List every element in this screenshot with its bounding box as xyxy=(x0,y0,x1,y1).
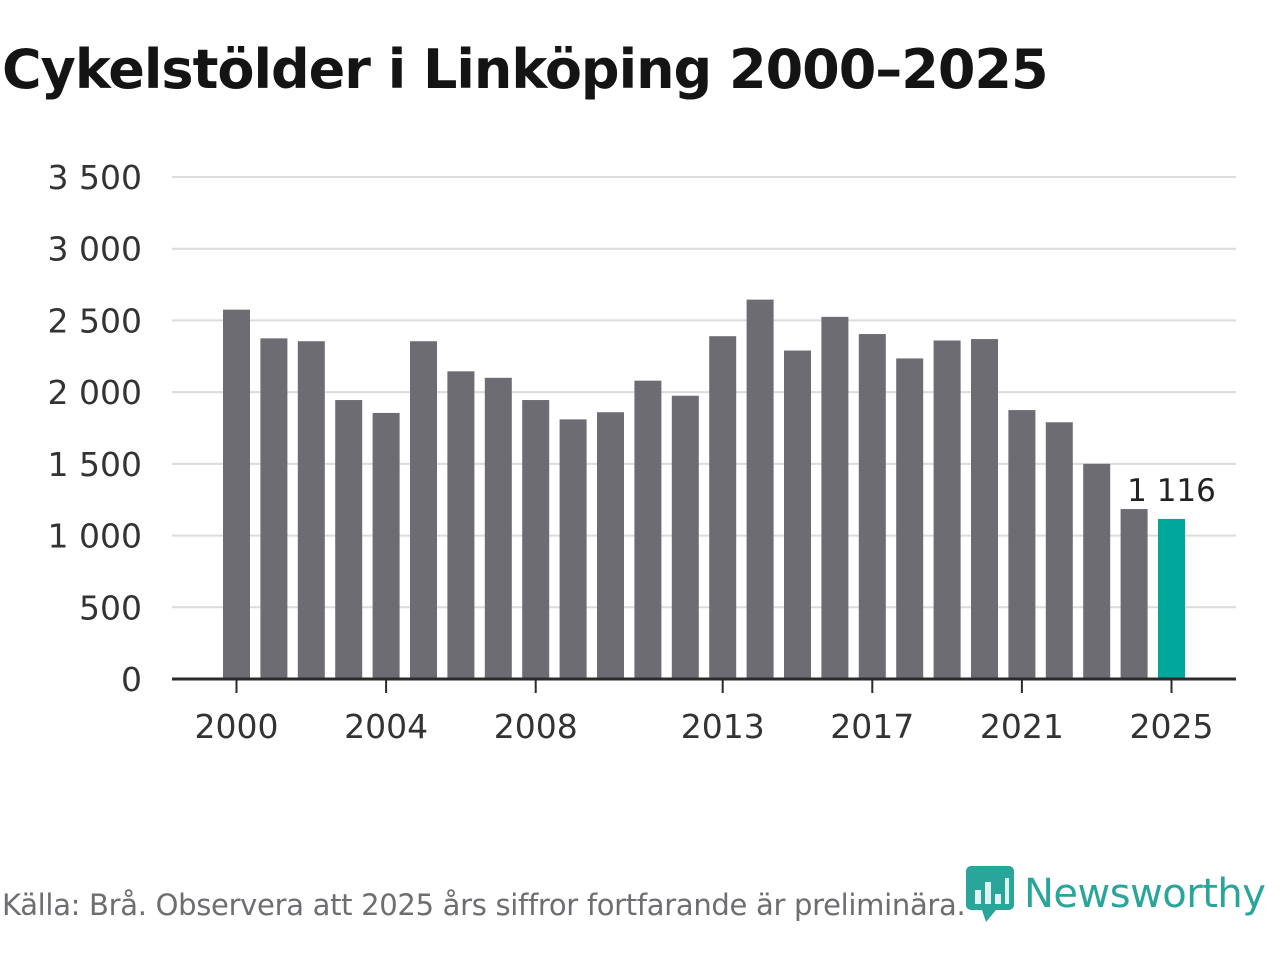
bar xyxy=(1045,422,1073,679)
bar-chart: 0 500 1 000 1 500 2 000 2 500 3 000 3 500 2000 20… xyxy=(48,158,1236,746)
bar xyxy=(858,334,886,679)
highlight-data-label: 1 116 xyxy=(1127,473,1216,509)
bar xyxy=(1083,463,1111,679)
bar xyxy=(971,339,998,679)
bar xyxy=(260,338,288,679)
bar xyxy=(522,400,550,679)
bar xyxy=(335,400,363,679)
bar xyxy=(933,340,961,679)
y-tick-label: 3 000 xyxy=(48,230,142,269)
brand-name: Newsworthy xyxy=(1024,871,1266,917)
x-tick-label: 2004 xyxy=(344,707,428,746)
bar xyxy=(410,341,437,679)
x-tick-label: 2000 xyxy=(195,707,279,746)
brand-logo: Newsworthy xyxy=(966,864,1266,924)
newsworthy-logo-icon xyxy=(966,866,1014,922)
y-tick-label: 1 000 xyxy=(48,517,142,556)
x-tick-label: 2008 xyxy=(494,707,578,746)
y-tick-label: 2 000 xyxy=(48,373,142,412)
bar xyxy=(559,419,587,679)
chart-title: Cykelstölder i Linköping 2000–2025 xyxy=(2,38,1049,101)
bar xyxy=(634,380,662,679)
highlight-bar xyxy=(1158,518,1185,679)
bar xyxy=(447,371,475,679)
bar xyxy=(484,377,512,679)
y-tick-label: 0 xyxy=(121,660,142,699)
bar xyxy=(746,299,774,679)
bar xyxy=(297,341,325,679)
source-note: Källa: Brå. Observera att 2025 års siffr… xyxy=(2,888,966,922)
x-tick-label: 2021 xyxy=(980,707,1064,746)
bar xyxy=(821,316,849,679)
x-tick-label: 2013 xyxy=(681,707,765,746)
bar xyxy=(896,358,924,679)
y-tick-label: 1 500 xyxy=(48,445,142,484)
bar xyxy=(1120,509,1148,679)
y-tick-label: 500 xyxy=(79,588,142,627)
bar xyxy=(671,395,699,679)
x-tick-label: 2017 xyxy=(830,707,914,746)
x-tick-label: 2025 xyxy=(1130,707,1214,746)
bar xyxy=(597,412,624,679)
bar xyxy=(223,309,250,679)
bar xyxy=(1008,410,1036,679)
bar xyxy=(709,336,737,679)
bar xyxy=(372,412,400,679)
bar xyxy=(784,350,811,679)
y-tick-label: 2 500 xyxy=(48,301,142,340)
y-tick-label: 3 500 xyxy=(48,158,142,197)
